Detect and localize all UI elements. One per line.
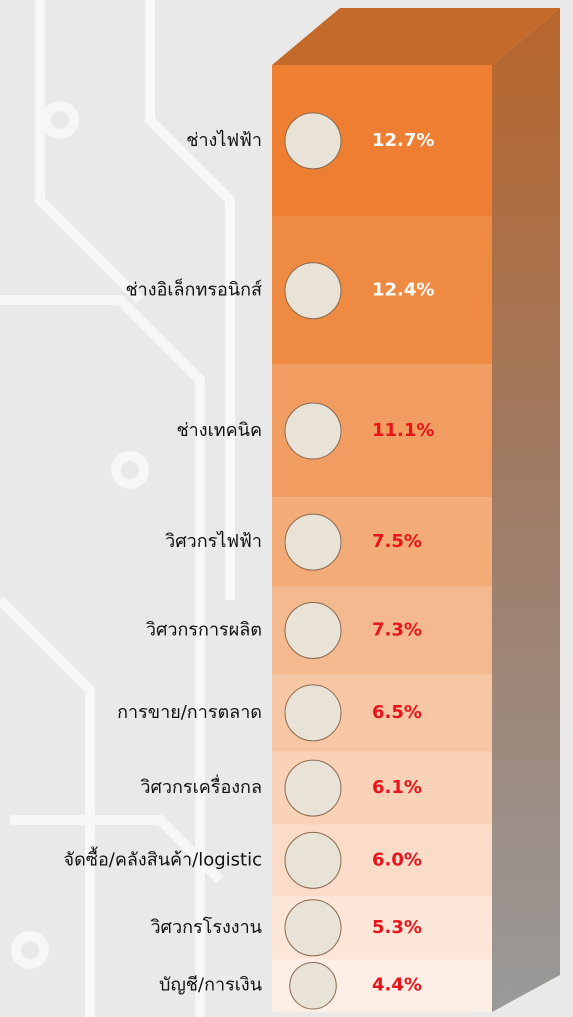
category-label: วิศวกรเครื่องกล: [140, 774, 262, 798]
icon: [284, 899, 342, 957]
category-label: ช่างเทคนิค: [176, 420, 262, 441]
category-label: วิศวกรการผลิต: [146, 619, 262, 640]
icon: [284, 402, 342, 460]
value-label: 6.1%: [372, 777, 422, 798]
icon: [284, 831, 342, 889]
icon: [284, 262, 342, 320]
value-label: 12.7%: [372, 130, 434, 151]
icon: [284, 112, 342, 170]
category-label: การขาย/การตลาด: [117, 702, 262, 723]
icon: [289, 961, 337, 1010]
value-label: 12.4%: [372, 280, 434, 301]
column-side: [492, 8, 560, 1012]
column-top: [272, 8, 560, 65]
category-label: บัญชี/การเงิน: [159, 975, 262, 996]
icon: [284, 513, 342, 571]
category-label: จัดซื้อ/คลังสินค้า/logistic: [64, 846, 262, 870]
circuit-pattern: [0, 0, 235, 1017]
value-label: 6.5%: [372, 702, 422, 723]
category-label: ช่างไฟฟ้า: [186, 129, 262, 151]
category-label: วิศวกรไฟฟ้า: [165, 530, 262, 552]
icon: [284, 601, 342, 659]
category-label: ช่างอิเล็กทรอนิกส์: [125, 278, 262, 301]
value-label: 11.1%: [372, 420, 434, 441]
value-label: 7.3%: [372, 619, 422, 640]
value-label: 4.4%: [372, 975, 422, 996]
value-label: 7.5%: [372, 531, 422, 552]
value-label: 6.0%: [372, 849, 422, 870]
icon: [284, 759, 342, 817]
value-label: 5.3%: [372, 917, 422, 938]
icon: [284, 684, 342, 742]
category-label: วิศวกรโรงงาน: [150, 916, 262, 938]
